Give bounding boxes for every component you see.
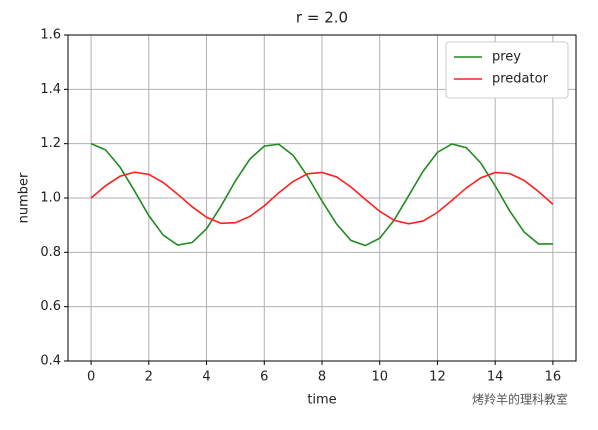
x-tick-label: 12 [429,370,446,385]
legend-label: prey [492,50,521,65]
watermark: 烤羚羊的理科教室 [472,392,568,407]
y-tick-label: 1.0 [40,191,61,206]
x-tick-label: 2 [145,370,153,385]
y-tick-label: 0.8 [40,245,61,260]
y-tick-label: 1.6 [40,28,61,43]
x-axis-label: time [307,393,336,408]
legend-label: predator [492,72,549,87]
x-tick-label: 0 [87,370,95,385]
x-tick-label: 16 [545,370,562,385]
legend-box [445,41,569,99]
chart-title: r = 2.0 [296,9,348,27]
x-tick-label: 8 [318,370,326,385]
y-axis-label: number [17,172,32,223]
x-tick-label: 6 [260,370,268,385]
plot-frame [67,34,577,362]
y-tick-label: 1.2 [40,136,61,151]
y-tick-label: 0.6 [40,299,61,314]
y-tick-label: 1.4 [40,82,61,97]
y-tick-label: 0.4 [40,354,61,369]
data-line [90,142,553,247]
x-tick-label: 10 [371,370,388,385]
data-line [90,171,554,225]
x-tick-label: 4 [202,370,210,385]
x-tick-label: 14 [487,370,504,385]
